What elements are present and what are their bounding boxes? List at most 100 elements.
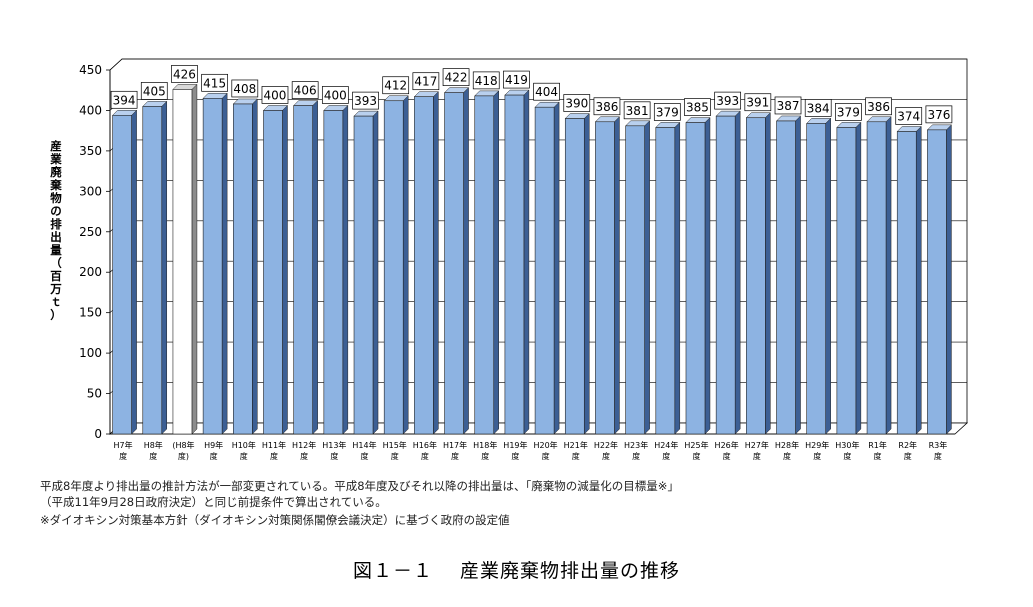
bar-side (765, 112, 771, 435)
x-tick-label: 度 (843, 451, 851, 461)
x-tick-label: H14年 (352, 440, 376, 450)
bar (142, 106, 163, 435)
bar (323, 110, 344, 435)
bar-side (614, 116, 620, 435)
bar (172, 89, 193, 435)
x-tick-label: H23年 (624, 440, 648, 450)
x-tick-label: 度 (481, 451, 489, 461)
x-tick-label: 度 (753, 451, 761, 461)
x-tick-label: H7年 (114, 440, 133, 450)
bar (383, 100, 404, 435)
bar-side (523, 89, 530, 435)
bar-side (915, 125, 922, 435)
note-line-1: 平成8年度より排出量の推計方法が一部変更されている。平成8年度及びそれ以降の排出… (40, 479, 679, 493)
data-label-box (684, 98, 711, 116)
data-label-box (472, 71, 500, 90)
bar (474, 95, 495, 435)
data-label-box (774, 96, 802, 115)
bar-side (252, 98, 258, 435)
data-label: 387 (777, 99, 800, 113)
bar-side (282, 104, 288, 435)
bar-side (644, 120, 650, 435)
data-label-box (593, 97, 621, 116)
x-tick-label: H27年 (745, 440, 769, 450)
figure-title: 図１－１ 産業廃棄物排出量の推移 (352, 560, 681, 582)
x-tick-label: H15年 (383, 440, 407, 450)
bar (927, 129, 947, 435)
bar (534, 106, 555, 435)
x-tick-label: 度 (361, 451, 369, 461)
data-label: 390 (565, 97, 588, 111)
x-tick-label: R3年 (929, 440, 948, 450)
x-tick-label: 度 (511, 451, 519, 461)
data-label-box (231, 79, 259, 98)
data-label-box (171, 65, 198, 83)
x-tick-label: H30年 (835, 440, 859, 450)
data-label-box (714, 91, 742, 110)
data-label-box (623, 101, 651, 120)
data-label: 418 (475, 74, 498, 88)
data-label-box (503, 70, 530, 89)
bar (263, 110, 283, 435)
bar-side (553, 101, 560, 435)
x-tick-label: H22年 (594, 440, 618, 450)
data-label: 400 (264, 88, 287, 102)
bar-side (161, 100, 168, 435)
data-label-box (925, 105, 953, 124)
data-label-box (412, 72, 440, 91)
data-label-box (352, 91, 379, 110)
bar-side (734, 110, 741, 435)
bar (293, 105, 313, 435)
y-tick-label: 250 (79, 225, 102, 239)
x-tick-label: 度 (421, 451, 429, 461)
gridline (109, 58, 967, 71)
bar-side (946, 124, 952, 435)
bar (233, 103, 253, 435)
y-tick-label: 350 (79, 144, 102, 158)
data-label-box (321, 86, 349, 104)
bar-side (433, 91, 439, 435)
data-label: 376 (927, 108, 950, 122)
data-label: 386 (595, 100, 618, 114)
x-tick-label: 度 (662, 451, 670, 461)
data-label: 405 (143, 84, 166, 98)
x-tick-label: 度 (542, 451, 550, 461)
data-label: 379 (656, 105, 679, 119)
y-tick-label: 100 (79, 346, 102, 360)
x-tick-label: R1年 (868, 440, 887, 450)
x-tick-label: 度 (723, 451, 731, 461)
x-tick-label: 度 (300, 451, 308, 461)
data-label-box (201, 73, 228, 92)
data-label-box (563, 94, 591, 112)
data-label-box (653, 103, 681, 121)
x-tick-label: H28年 (775, 440, 799, 450)
x-tick-label: R2年 (898, 440, 917, 450)
x-tick-label: 度 (813, 451, 821, 461)
x-tick-label: H26年 (715, 440, 739, 450)
bar-side (221, 92, 228, 435)
bar (836, 127, 857, 435)
x-tick-label: 度 (240, 451, 248, 461)
data-label-box (744, 93, 772, 112)
y-tick-label: 150 (79, 306, 102, 320)
x-tick-label: 度 (692, 451, 700, 461)
data-label: 386 (867, 100, 890, 114)
x-tick-label: H9年 (204, 440, 223, 450)
x-tick-label: H25年 (684, 440, 708, 450)
bar (202, 98, 223, 435)
x-tick-label: 度 (270, 451, 278, 461)
bar (896, 131, 917, 435)
data-label-box (110, 90, 138, 109)
bar (655, 127, 676, 435)
bar (806, 123, 826, 435)
data-label: 381 (626, 104, 649, 118)
data-label: 400 (324, 88, 347, 102)
data-label: 374 (897, 109, 920, 123)
data-label: 415 (203, 76, 226, 90)
bar-side (855, 121, 862, 435)
bar-side (312, 99, 318, 435)
x-tick-label: H16年 (413, 440, 437, 450)
bar-side (584, 112, 590, 435)
bar (595, 121, 615, 435)
